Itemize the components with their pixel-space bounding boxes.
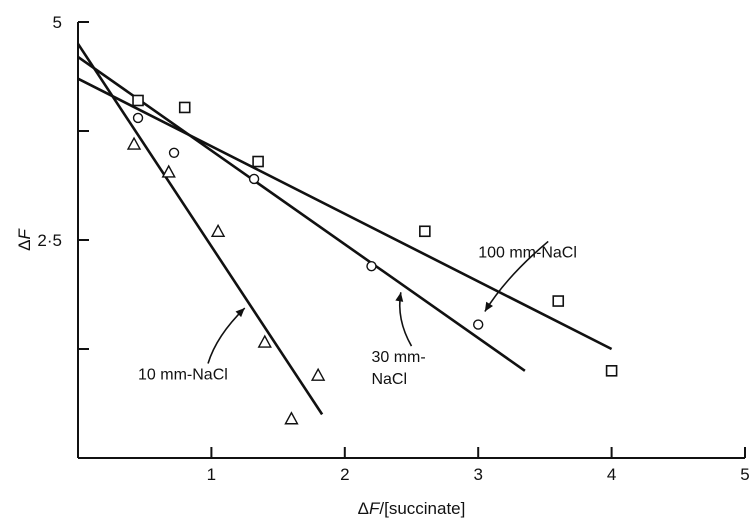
- x-tick-label: 4: [607, 465, 616, 484]
- square-marker: [132, 94, 144, 107]
- circle-marker: [366, 260, 377, 272]
- square-marker: [552, 295, 565, 307]
- fit-line: [76, 43, 324, 416]
- x-tick-label: 3: [473, 465, 482, 484]
- square-marker: [252, 155, 264, 168]
- circle-marker: [168, 147, 180, 159]
- x-tick-label: 1: [207, 465, 216, 484]
- triangle-marker: [210, 223, 226, 237]
- fit-line: [77, 55, 526, 372]
- x-tick-label: 5: [740, 465, 749, 484]
- axes: [77, 22, 745, 459]
- annotation-arrowhead: [235, 308, 245, 318]
- circle-marker: [132, 112, 144, 124]
- triangle-marker: [161, 164, 176, 178]
- triangle-marker: [126, 136, 142, 150]
- y-tick-label: 5: [53, 13, 62, 32]
- y-axis-label: ΔF: [15, 228, 34, 251]
- annotation-arrowhead: [484, 301, 494, 312]
- fit-line: [77, 77, 613, 351]
- ticks: 1 2 3 4 5 5 2·5: [37, 13, 749, 484]
- x-axis-label: ΔF/[succinate]: [358, 499, 466, 518]
- series-annotation: 100 mm-NaCl: [478, 244, 577, 261]
- series-annotation: 30 mm-NaCl: [371, 349, 425, 388]
- annotation-arrow: [207, 307, 246, 364]
- square-marker: [419, 225, 431, 238]
- fit-lines: [76, 43, 613, 416]
- series-annotation: 10 mm-NaCl: [138, 367, 228, 384]
- circle-marker: [248, 173, 260, 185]
- triangle-marker: [310, 367, 326, 381]
- square-marker: [178, 101, 191, 114]
- square-marker: [605, 364, 618, 377]
- circle-marker: [473, 319, 484, 330]
- y-tick-label: 2·5: [37, 231, 62, 250]
- annotation-arrowhead: [395, 292, 404, 302]
- data-markers: [126, 94, 618, 425]
- annotations: 10 mm-NaCl 30 mm-NaCl 100 mm-NaCl: [138, 240, 577, 388]
- triangle-marker: [284, 411, 299, 425]
- x-tick-label: 2: [340, 465, 349, 484]
- triangle-marker: [257, 334, 272, 348]
